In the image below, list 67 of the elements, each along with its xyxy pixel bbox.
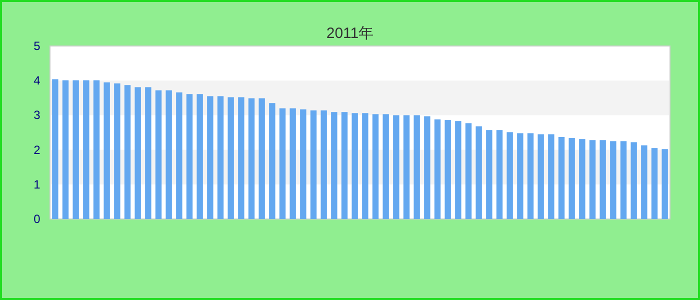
bar bbox=[476, 126, 482, 219]
bar bbox=[558, 137, 565, 219]
bar bbox=[93, 80, 100, 219]
bar bbox=[290, 108, 296, 219]
bar bbox=[506, 132, 513, 219]
bar bbox=[145, 87, 152, 219]
bar bbox=[310, 110, 317, 219]
bar bbox=[258, 98, 265, 219]
bar bbox=[589, 140, 596, 219]
bar bbox=[72, 80, 79, 219]
bar bbox=[155, 90, 162, 219]
bar bbox=[114, 83, 120, 219]
bar bbox=[362, 113, 368, 219]
bar bbox=[176, 92, 182, 219]
bar bbox=[610, 141, 616, 219]
bar bbox=[62, 80, 69, 219]
y-tick-label: 2 bbox=[34, 142, 41, 157]
bar bbox=[579, 139, 586, 219]
bar bbox=[269, 103, 276, 219]
bar bbox=[527, 133, 534, 219]
bar bbox=[104, 82, 110, 219]
bar bbox=[238, 97, 244, 219]
bar bbox=[341, 112, 348, 219]
y-tick-label: 3 bbox=[34, 108, 41, 122]
bar bbox=[444, 120, 451, 219]
bar bbox=[52, 79, 58, 219]
bar bbox=[662, 149, 668, 219]
bar bbox=[393, 115, 400, 219]
bar bbox=[630, 142, 637, 219]
bar bbox=[83, 80, 90, 219]
bar bbox=[641, 145, 648, 219]
bar bbox=[300, 109, 306, 219]
bar bbox=[279, 108, 286, 219]
bar bbox=[538, 134, 544, 219]
bar bbox=[352, 113, 358, 219]
bar bbox=[217, 96, 224, 219]
bar bbox=[600, 140, 606, 219]
bar bbox=[568, 138, 575, 219]
bar bbox=[517, 133, 524, 219]
bar bbox=[124, 85, 131, 219]
bar bbox=[414, 115, 420, 219]
bar bbox=[651, 148, 658, 219]
bar bbox=[228, 97, 234, 219]
bar bbox=[372, 114, 379, 219]
bar bbox=[434, 119, 441, 219]
y-tick-label: 5 bbox=[34, 39, 41, 53]
bar bbox=[331, 112, 338, 219]
bar bbox=[548, 134, 554, 219]
bar bbox=[134, 87, 141, 219]
bar bbox=[496, 130, 503, 219]
bar bbox=[486, 130, 492, 219]
chart-title: 2011年 bbox=[326, 25, 374, 42]
bar bbox=[424, 116, 430, 219]
bar bbox=[196, 94, 203, 219]
bar bbox=[248, 98, 255, 219]
y-tick-label: 1 bbox=[34, 177, 41, 192]
bar bbox=[403, 115, 410, 219]
y-tick-label: 4 bbox=[34, 74, 41, 88]
bar bbox=[382, 114, 389, 219]
bar bbox=[620, 141, 627, 219]
bar bbox=[186, 94, 193, 219]
bar bbox=[465, 123, 472, 219]
y-tick-label: 0 bbox=[34, 212, 41, 226]
bar bbox=[207, 96, 214, 219]
bar bbox=[320, 110, 327, 219]
bar bbox=[166, 90, 172, 219]
bar bbox=[455, 121, 462, 219]
